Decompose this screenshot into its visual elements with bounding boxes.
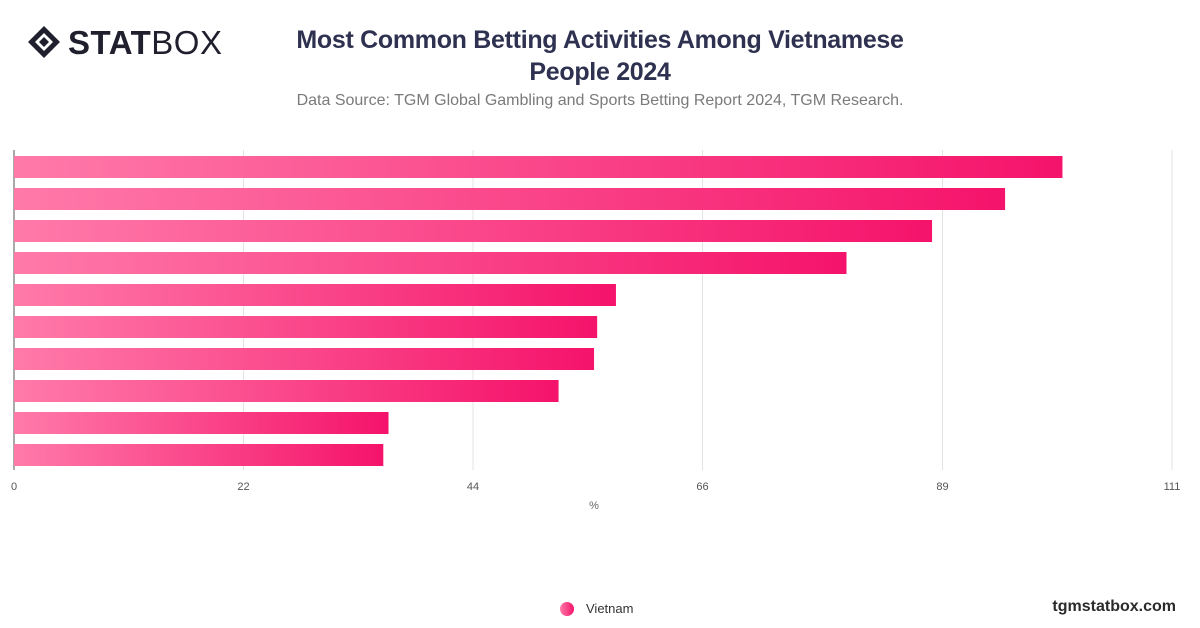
x-tick-label: 22 [237,481,249,493]
x-tick-label: 44 [467,481,479,493]
legend-marker-icon [560,601,574,616]
bar[interactable] [14,348,595,370]
statbox-logo: STATBOX [26,22,222,62]
bars [14,156,1063,466]
bar[interactable] [14,412,389,434]
x-tick-label: 111 [1164,481,1181,493]
logo-wordmark: STATBOX [68,23,223,61]
x-tick-labels: 0 22 44 66 89 111 [11,481,1180,493]
legend[interactable]: Vietnam [560,601,633,616]
x-tick-label: 0 [11,481,17,493]
x-tick-label: 89 [936,481,948,493]
bar[interactable] [14,156,1063,178]
bar[interactable] [14,220,933,242]
bar[interactable] [14,252,847,274]
x-tick-label: 66 [696,481,708,493]
chart-title-line-2: People 2024 [529,58,671,86]
site-url: tgmstatbox.com [1052,598,1176,615]
x-axis-label: % [589,500,599,512]
chart-title-line-1: Most Common Betting Activities Among Vie… [296,26,904,54]
chart-title: Most Common Betting Activities Among Vie… [250,24,950,88]
bar[interactable] [14,284,616,306]
bar[interactable] [14,444,384,466]
bar[interactable] [14,188,1006,210]
legend-label: Vietnam [586,601,634,616]
bar[interactable] [14,316,598,338]
chart-subtitle: Data Source: TGM Global Gambling and Spo… [296,92,904,109]
bar[interactable] [14,380,559,402]
diamond-logo-icon [28,26,60,58]
